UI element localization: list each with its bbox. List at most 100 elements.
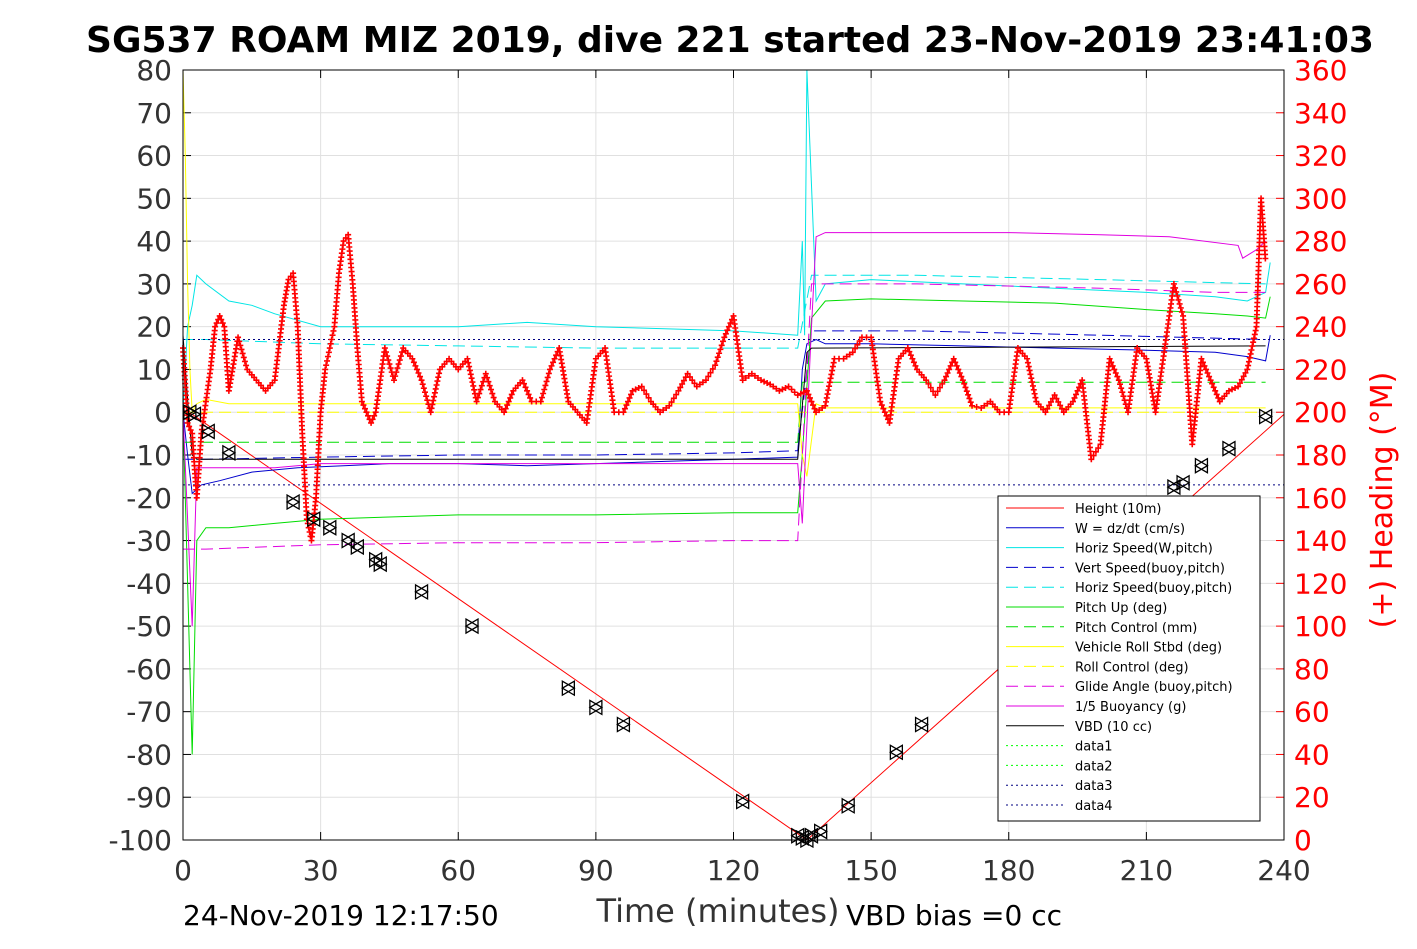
heading-marker xyxy=(360,402,367,409)
heading-marker xyxy=(427,409,434,416)
y-right-tick-label: 200 xyxy=(1294,396,1347,429)
heading-marker xyxy=(883,412,890,419)
x-tick-label: 0 xyxy=(174,854,192,887)
heading-marker xyxy=(1249,343,1256,350)
heading-marker xyxy=(966,395,973,402)
heading-marker xyxy=(877,398,884,405)
heading-marker xyxy=(1092,448,1099,455)
heading-marker xyxy=(508,391,515,398)
x-tick-label: 180 xyxy=(982,854,1035,887)
legend-label: Vehicle Roll Stbd (deg) xyxy=(1075,641,1222,656)
heading-marker xyxy=(624,398,631,405)
heading-marker xyxy=(465,359,472,366)
heading-marker xyxy=(691,380,698,387)
heading-marker xyxy=(716,350,723,357)
heading-marker xyxy=(467,371,474,378)
heading-marker xyxy=(361,405,368,412)
height-marker-left xyxy=(464,617,479,635)
y-right-tick-label: 100 xyxy=(1294,610,1347,643)
heading-marker xyxy=(1109,362,1116,369)
heading-marker xyxy=(843,353,850,360)
heading-marker xyxy=(1238,376,1245,383)
legend-label: W = dz/dt (cm/s) xyxy=(1075,522,1185,537)
heading-marker xyxy=(878,402,885,409)
heading-marker xyxy=(1248,347,1255,353)
heading-marker xyxy=(981,402,988,409)
heading-marker xyxy=(943,373,950,380)
heading-marker xyxy=(635,384,642,391)
heading-marker xyxy=(525,391,532,398)
legend-label: data3 xyxy=(1075,779,1113,794)
heading-marker xyxy=(1090,452,1097,459)
heading-marker xyxy=(1172,284,1179,291)
height-marker-left xyxy=(735,793,750,810)
heading-marker xyxy=(369,416,376,423)
heading-marker xyxy=(1047,398,1054,405)
height-marker-left xyxy=(1258,408,1273,425)
y-right-tick-label: 60 xyxy=(1294,696,1330,729)
heading-marker xyxy=(764,379,771,386)
heading-marker xyxy=(1031,390,1038,397)
heading-marker xyxy=(392,373,399,380)
heading-marker xyxy=(680,377,687,384)
heading-marker xyxy=(504,402,511,409)
y-tick-label: -40 xyxy=(126,567,172,600)
heading-marker xyxy=(464,355,471,362)
plot-frame xyxy=(182,69,1285,841)
heading-marker xyxy=(1029,379,1036,386)
heading-marker xyxy=(236,338,243,345)
y-right-tick-label: 220 xyxy=(1294,353,1347,386)
heading-marker xyxy=(1245,362,1252,369)
y-right-tick-label: 40 xyxy=(1294,738,1330,771)
legend-label: data4 xyxy=(1075,799,1113,814)
heading-marker xyxy=(543,378,550,385)
heading-marker xyxy=(507,394,514,401)
heading-marker xyxy=(1210,384,1217,391)
heading-marker xyxy=(322,366,329,373)
heading-marker xyxy=(629,387,636,394)
heading-marker xyxy=(434,378,441,385)
heading-marker xyxy=(1042,409,1049,416)
heading-marker xyxy=(811,405,818,412)
heading-marker xyxy=(387,365,394,372)
height-marker-left xyxy=(889,744,904,761)
heading-marker xyxy=(725,323,732,330)
heading-marker xyxy=(1245,358,1252,365)
heading-marker xyxy=(1170,280,1177,287)
height-marker-left xyxy=(1175,474,1190,491)
heading-marker xyxy=(1173,288,1180,295)
y-tick-label: -90 xyxy=(126,781,172,814)
y-right-tick-label: 160 xyxy=(1294,482,1347,515)
x-tick-label: 90 xyxy=(578,854,614,887)
heading-marker xyxy=(800,389,807,396)
heading-marker xyxy=(413,366,420,373)
heading-marker xyxy=(431,389,438,396)
heading-marker xyxy=(881,409,888,416)
heading-marker xyxy=(1111,366,1118,373)
y-tick-label: -30 xyxy=(126,525,172,558)
heading-marker xyxy=(805,391,812,398)
heading-marker xyxy=(1118,385,1125,392)
heading-marker xyxy=(382,349,389,356)
heading-marker xyxy=(776,387,783,394)
heading-marker xyxy=(696,381,703,388)
heading-marker xyxy=(326,345,333,352)
chart-title: SG537 ROAM MIZ 2019, dive 221 started 23… xyxy=(86,20,1374,61)
heading-marker xyxy=(428,405,435,412)
heading-marker xyxy=(645,394,652,401)
y-tick-label: -20 xyxy=(126,482,172,515)
heading-marker xyxy=(524,387,531,394)
heading-marker xyxy=(386,361,393,368)
heading-marker xyxy=(547,366,553,373)
heading-marker xyxy=(955,366,962,373)
heading-marker xyxy=(391,377,398,384)
heading-marker xyxy=(240,354,247,361)
heading-marker xyxy=(632,386,639,393)
heading-marker xyxy=(542,382,549,389)
height-marker-left xyxy=(414,583,429,601)
heading-marker xyxy=(1247,350,1254,357)
footer-vbd-bias: VBD bias =0 cc xyxy=(846,899,1062,932)
y-right-tick-label: 80 xyxy=(1294,653,1330,686)
